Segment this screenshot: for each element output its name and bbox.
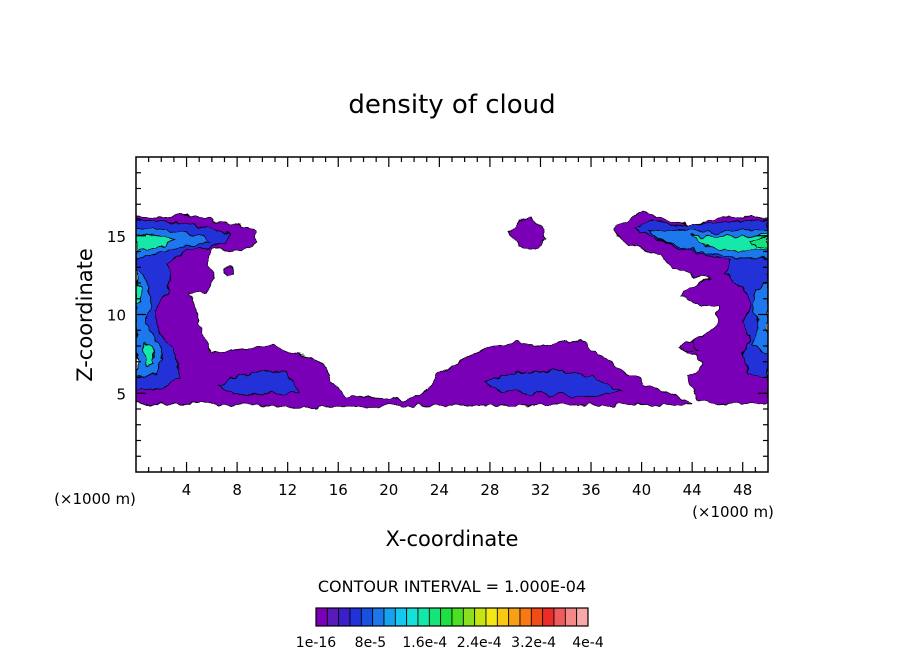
plot-frame (135, 156, 769, 473)
contour-interval-label: CONTOUR INTERVAL = 1.000E-04 (318, 577, 586, 596)
x-tick-label: 8 (232, 481, 242, 499)
colorbar-swatch (474, 607, 487, 627)
x-tick-label: 48 (733, 481, 752, 499)
colorbar-swatch (485, 607, 498, 627)
x-tick-label: 32 (531, 481, 550, 499)
purple-envelope-left (136, 214, 693, 408)
x-tick-label: 40 (632, 481, 651, 499)
colorbar-label: 3.2e-4 (511, 635, 556, 651)
blue-right-plume (634, 219, 768, 378)
aqua-left-top (136, 233, 178, 251)
blue-left-band (217, 370, 301, 394)
colorbar-swatch (519, 607, 532, 627)
colorbar-swatch (496, 607, 510, 627)
chart-title: density of cloud (348, 90, 555, 120)
colorbar-swatch (462, 607, 476, 627)
colorbar (315, 607, 589, 627)
colorbar-swatch (394, 607, 408, 627)
x-tick-label: 12 (278, 481, 297, 499)
x-tick-label: 20 (379, 481, 398, 499)
colorbar-swatch (349, 607, 362, 627)
colorbar-swatch (508, 607, 521, 627)
colorbar-swatch (542, 607, 555, 627)
x-tick-label: 4 (182, 481, 192, 499)
y-tick-label: 5 (116, 385, 126, 403)
colorbar-swatch (360, 607, 374, 627)
colorbar-swatch (406, 607, 419, 627)
y-tick-label: 10 (107, 307, 126, 325)
colorbar-label: 4e-4 (572, 635, 604, 651)
y-axis-unit: (×1000 m) (54, 490, 136, 508)
cyan-right-column (751, 282, 768, 355)
colorbar-swatch (428, 607, 442, 627)
cloud-density-field (136, 210, 768, 408)
x-tick-label: 16 (329, 481, 348, 499)
colorbar-swatch (372, 607, 385, 627)
colorbar-label: 8e-5 (355, 635, 386, 651)
aqua-right-top (690, 233, 768, 252)
blue-left-plume (136, 219, 232, 391)
y-axis-label: Z-coordinate (73, 248, 97, 382)
x-tick-label: 44 (683, 481, 702, 499)
aqua-left-mid (136, 282, 143, 306)
colorbar-swatch (315, 607, 328, 627)
cyan-left-column (136, 269, 163, 380)
x-tick-label: 24 (430, 481, 449, 499)
colorbar-swatch (576, 607, 589, 627)
colorbar-label: 1e-16 (296, 635, 336, 651)
colorbar-swatch (553, 607, 566, 627)
colorbar-swatch (326, 607, 340, 627)
purple-fleck-right (681, 340, 697, 352)
colorbar-label: 1.6e-4 (402, 635, 447, 651)
colorbar-swatch (338, 607, 351, 627)
y-tick-label: 15 (107, 228, 126, 246)
green-right-edge (752, 236, 768, 251)
colorbar-swatch (564, 607, 578, 627)
colorbar-swatch (383, 607, 396, 627)
colorbar-label: 2.4e-4 (457, 635, 502, 651)
x-axis-label: X-coordinate (386, 527, 519, 551)
blue-central-band (482, 370, 625, 397)
colorbar-swatch (530, 607, 544, 627)
colorbar-swatch (451, 607, 464, 627)
colorbar-swatch (417, 607, 430, 627)
x-tick-label: 28 (480, 481, 499, 499)
x-axis-unit: (×1000 m) (692, 503, 774, 521)
colorbar-frame (315, 607, 589, 627)
purple-small-cloud (508, 217, 546, 249)
aqua-left-low (143, 342, 156, 366)
colorbar-labels: 1e-16 8e-5 1.6e-4 2.4e-4 3.2e-4 4e-4 (296, 635, 604, 651)
purple-fleck-left (224, 265, 236, 276)
x-tick-label: 36 (581, 481, 600, 499)
colorbar-swatch (440, 607, 453, 627)
